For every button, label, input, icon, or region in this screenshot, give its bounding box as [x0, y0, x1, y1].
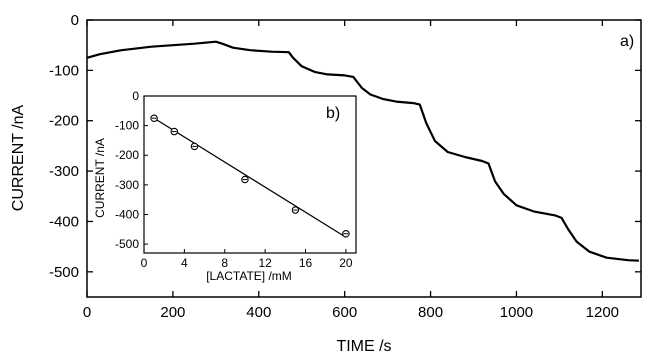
main-y-tick-label: 0	[71, 12, 79, 29]
main-x-axis-title: TIME /s	[336, 338, 391, 355]
inset-y-tick-label: -200	[115, 148, 139, 162]
inset-x-axis-title: [LACTATE] /mM	[206, 269, 292, 283]
inset-points	[150, 114, 350, 238]
main-y-tick-label: -500	[49, 264, 79, 281]
inset-y-tick-label: -500	[115, 237, 139, 251]
inset-y-tick-label: -400	[115, 207, 139, 221]
main-y-tick-label: -400	[49, 213, 79, 230]
main-panel-label: a)	[620, 33, 634, 50]
main-y-axis-title: CURRENT /nA	[10, 104, 27, 211]
inset-x-tick-label: 12	[258, 256, 272, 270]
inset-background	[144, 96, 356, 253]
main-y-tick-label: -300	[49, 163, 79, 180]
inset-x-tick-label: 8	[221, 256, 228, 270]
inset-x-tick-label: 16	[299, 256, 313, 270]
inset-panel-label: b)	[326, 105, 340, 122]
inset-y-axis-title: CURRENT /nA	[93, 138, 107, 218]
inset-chart: 0 4 8 12 16 20 0 -100 -200 -300 -400 -500 b) [LACT…	[93, 89, 357, 283]
main-chart: 0 200 400 600 800 1000 1200 0-100-200-300-400-…	[10, 12, 642, 355]
inset-plot-frame	[143, 95, 357, 254]
inset-y-axis: 0 -100 -200 -300 -400 -500	[115, 89, 148, 251]
inset-x-tick-label: 4	[181, 256, 188, 270]
main-y-tick-label: -200	[49, 113, 79, 130]
inset-fit-line	[153, 117, 347, 238]
inset-x-tick-label: 20	[339, 256, 353, 270]
main-series-line	[86, 40, 639, 262]
main-x-tick-label: 0	[83, 304, 91, 321]
main-y-tick-label: -100	[49, 62, 79, 79]
inset-x-tick-label: 0	[141, 256, 148, 270]
main-x-tick-label: 1200	[586, 304, 619, 321]
main-x-tick-label: 400	[246, 304, 271, 321]
inset-y-tick-label: -300	[115, 178, 139, 192]
inset-y-tick-label: -100	[115, 119, 139, 133]
main-x-tick-label: 600	[332, 304, 357, 321]
main-x-tick-label: 1000	[500, 304, 533, 321]
main-x-tick-label: 800	[418, 304, 443, 321]
main-y-axis: 0 -100 -200 -300 -400 -500	[49, 12, 641, 281]
inset-y-tick-label: 0	[132, 89, 139, 103]
main-x-axis: 0 200 400 600 800 1000 1200	[83, 20, 619, 321]
main-x-tick-label: 200	[160, 304, 185, 321]
inset-x-axis: 0 4 8 12 16 20	[141, 249, 353, 270]
main-plot-frame	[86, 19, 642, 298]
